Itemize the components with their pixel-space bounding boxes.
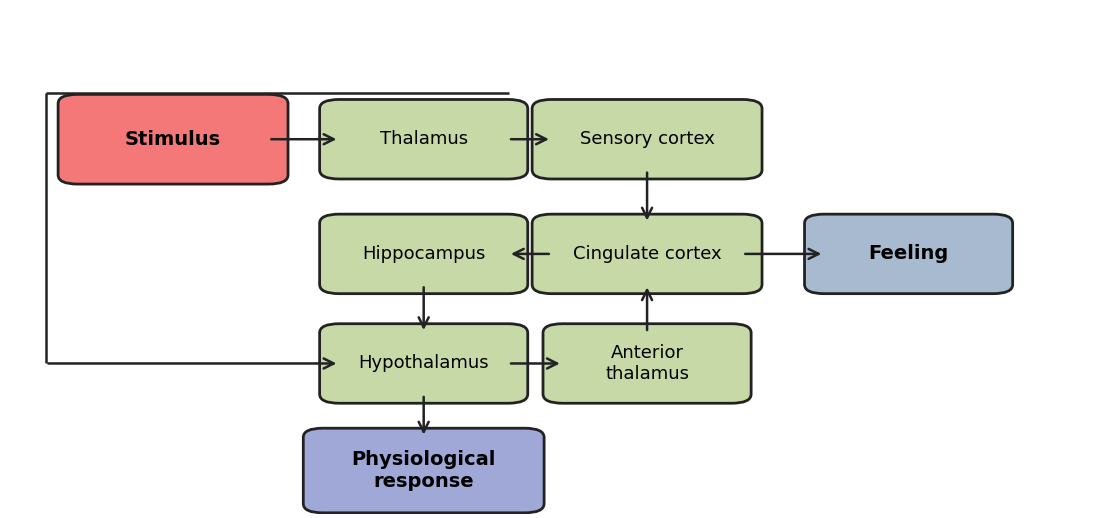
FancyBboxPatch shape [320,214,528,294]
Text: Sensory cortex: Sensory cortex [580,130,715,148]
Text: Hippocampus: Hippocampus [362,245,485,263]
Text: Stimulus: Stimulus [125,130,221,149]
FancyBboxPatch shape [533,99,762,179]
FancyBboxPatch shape [303,428,545,513]
FancyBboxPatch shape [58,94,288,184]
Text: Anterior
thalamus: Anterior thalamus [605,344,690,383]
FancyBboxPatch shape [805,214,1012,294]
FancyBboxPatch shape [320,99,528,179]
Text: Feeling: Feeling [869,244,949,264]
Text: Thalamus: Thalamus [380,130,468,148]
FancyBboxPatch shape [544,324,751,403]
Text: Cingulate cortex: Cingulate cortex [573,245,721,263]
Text: Hypothalamus: Hypothalamus [358,354,489,372]
FancyBboxPatch shape [533,214,762,294]
Text: Physiological
response: Physiological response [351,450,496,491]
FancyBboxPatch shape [320,324,528,403]
